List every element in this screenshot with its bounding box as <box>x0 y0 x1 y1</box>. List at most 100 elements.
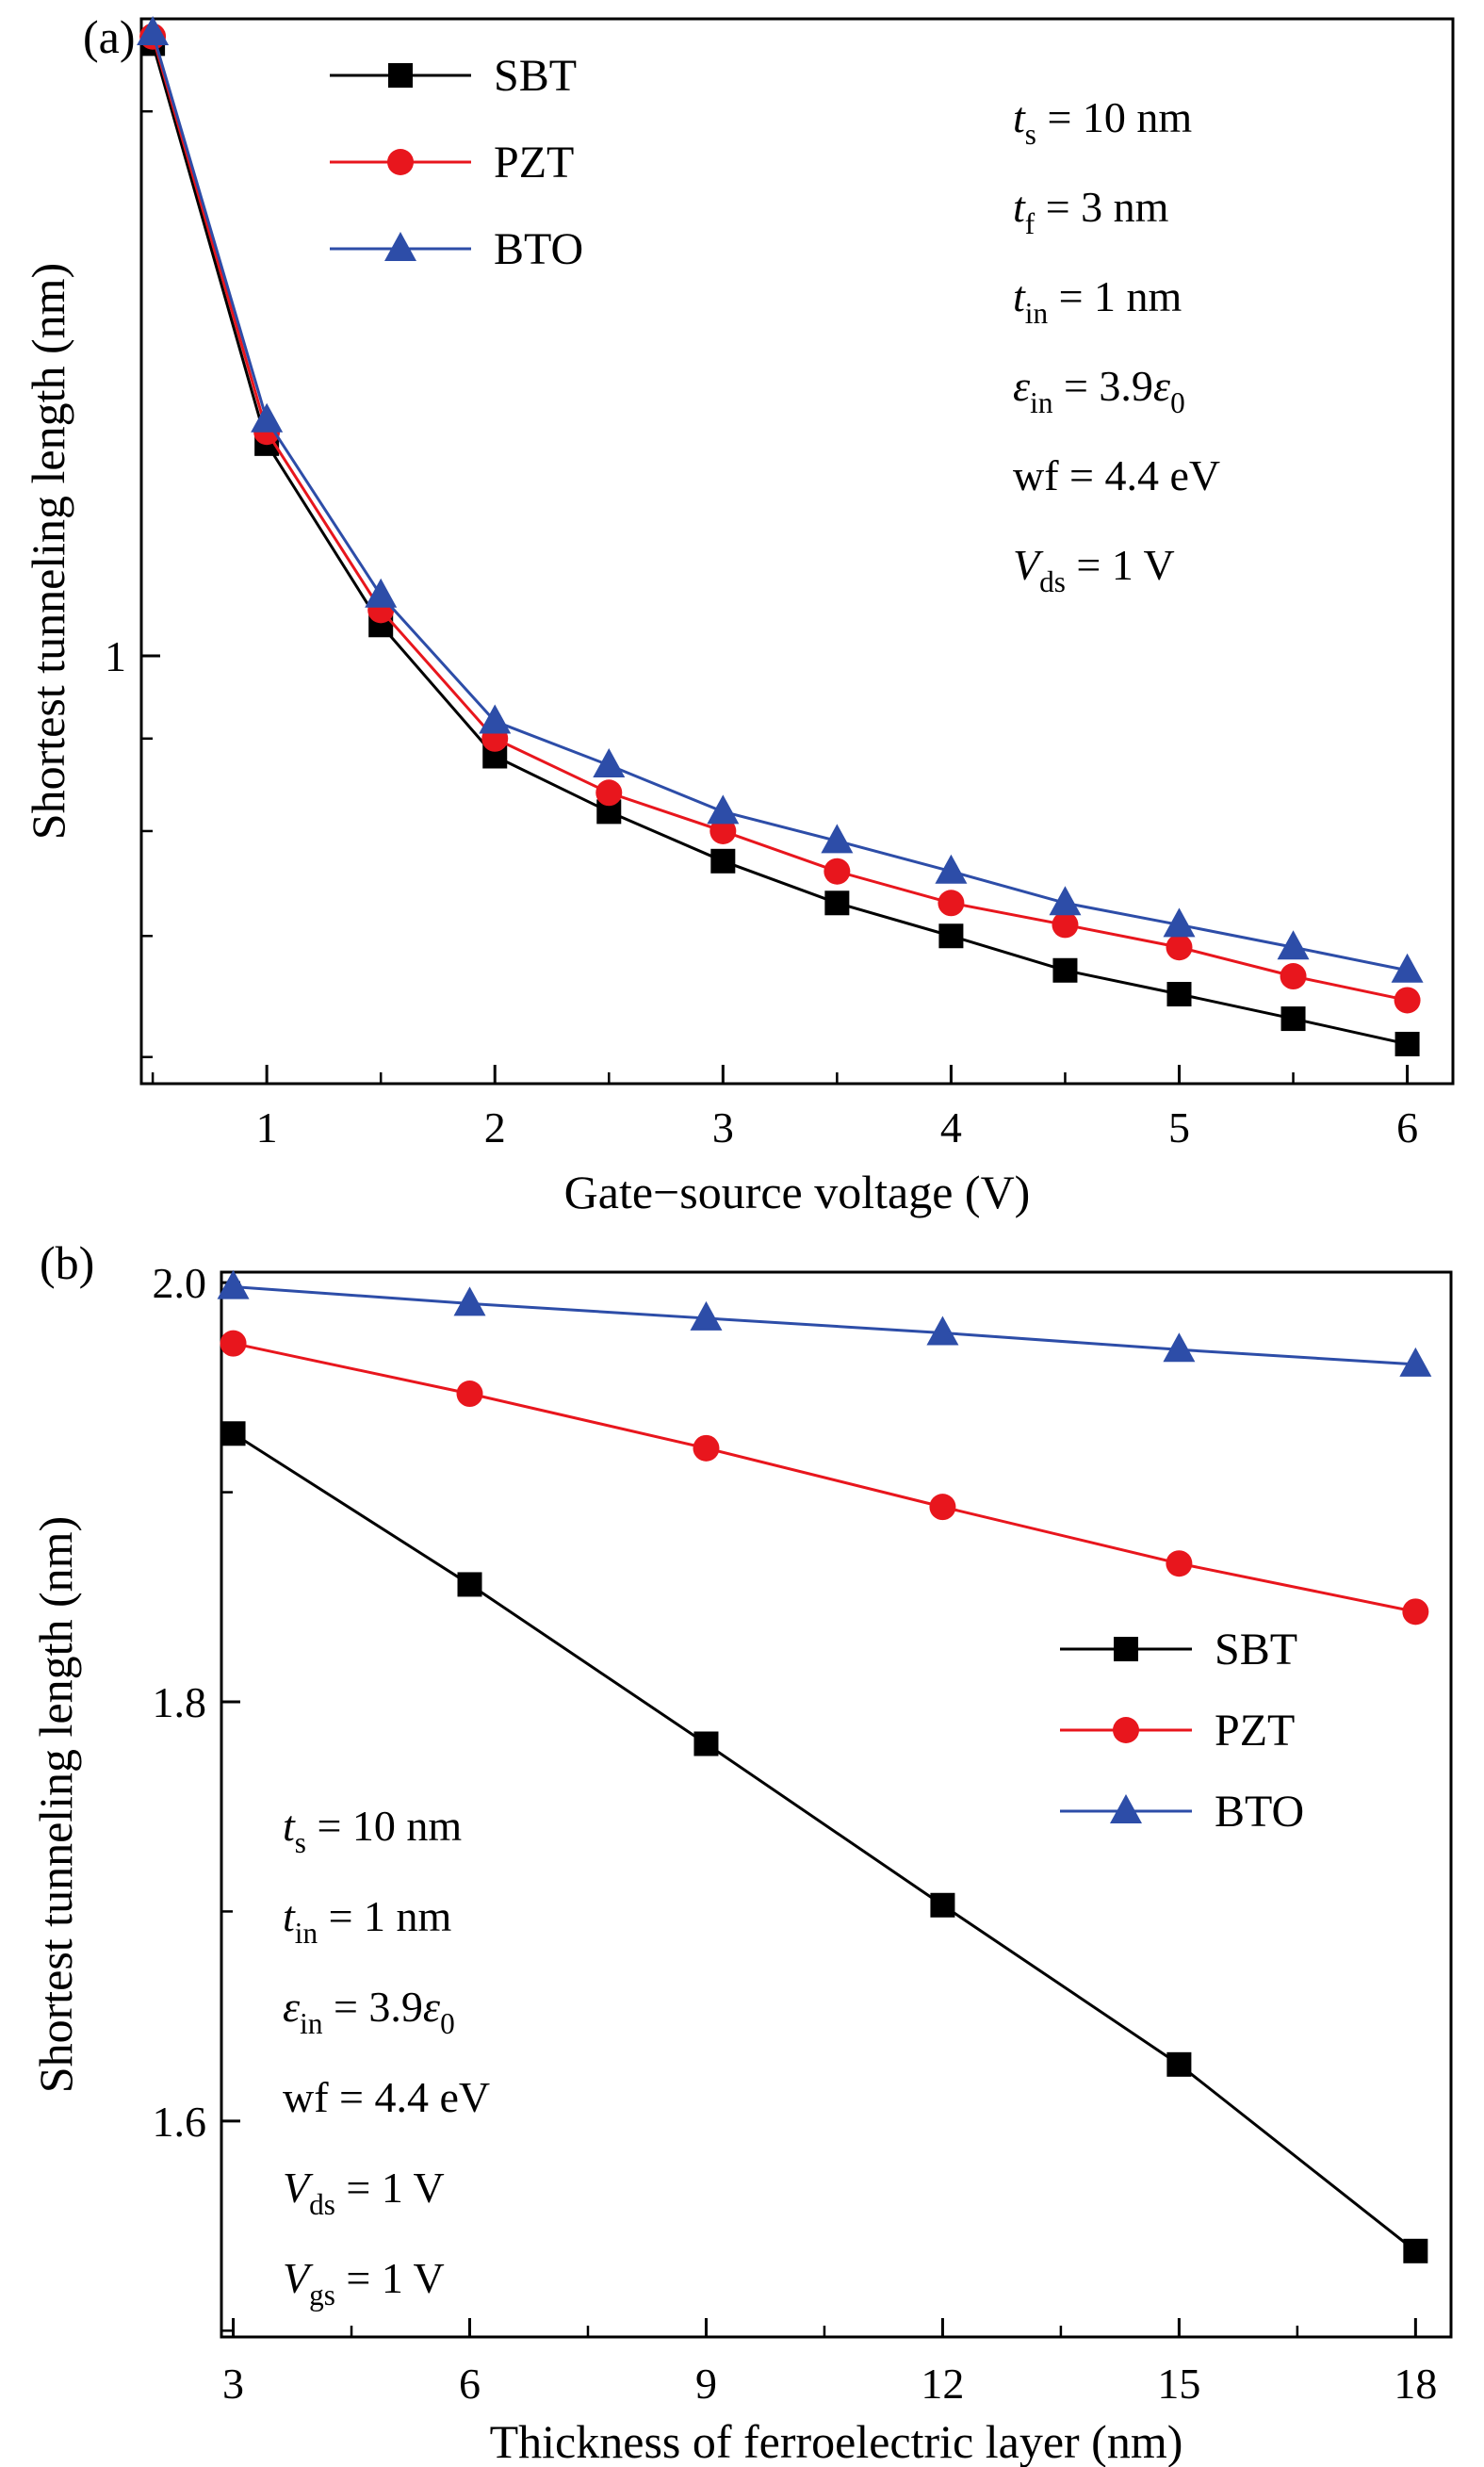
marker-triangle-icon <box>217 1269 250 1299</box>
marker-square-icon <box>824 890 850 916</box>
x-tick-label: 5 <box>1168 1103 1190 1152</box>
y-tick-label: 1.6 <box>153 2098 207 2146</box>
marker-triangle-icon <box>690 1300 723 1331</box>
marker-square-icon <box>457 1572 482 1597</box>
series-line-SBT <box>151 42 1408 1046</box>
marker-triangle-icon <box>1163 1332 1196 1363</box>
marker-square-icon <box>1394 1031 1420 1056</box>
marker-square-icon <box>930 1892 955 1918</box>
legend-item-PZT: PZT <box>330 138 574 188</box>
marker-triangle-icon <box>1110 1794 1142 1823</box>
legend-item-BTO: BTO <box>1060 1787 1304 1837</box>
plot-frame <box>220 1270 1453 2339</box>
marker-triangle-icon <box>1163 907 1196 938</box>
marker-circle-icon <box>387 149 414 175</box>
x-axis-title: Thickness of ferroelectric layer (nm) <box>490 2415 1183 2467</box>
x-tick-label: 4 <box>940 1103 962 1152</box>
x-tick-label: 9 <box>695 2360 717 2408</box>
series-BTO <box>137 15 1424 983</box>
legend-label: SBT <box>494 51 577 101</box>
marker-square-icon <box>1280 1006 1306 1032</box>
marker-square-icon <box>1052 957 1078 983</box>
marker-square-icon <box>710 848 736 874</box>
marker-circle-icon <box>1280 963 1307 990</box>
plot-frame <box>139 17 1455 1086</box>
legend-item-SBT: SBT <box>1060 1625 1297 1675</box>
y-axis-title: Shortest tunneling length (nm) <box>29 1516 82 2093</box>
series-SBT <box>220 1421 1428 2263</box>
legend-item-SBT: SBT <box>330 51 577 101</box>
marker-triangle-icon <box>479 704 512 734</box>
marker-circle-icon <box>456 1381 483 1408</box>
annotation-line: Vds = 1 V <box>1013 541 1175 598</box>
legend-label: SBT <box>1215 1625 1297 1675</box>
annotation-line: εin = 3.9ε0 <box>283 1983 455 2040</box>
marker-triangle-icon <box>365 578 398 608</box>
marker-circle-icon <box>220 1330 247 1357</box>
annotation-line: tin = 1 nm <box>283 1892 452 1950</box>
marker-triangle-icon <box>593 748 626 778</box>
marker-triangle-icon <box>251 402 284 433</box>
marker-square-icon <box>1114 1637 1138 1661</box>
marker-triangle-icon <box>384 232 416 261</box>
annotation-line: Vds = 1 V <box>283 2164 445 2221</box>
annotation-line: wf = 4.4 eV <box>1013 451 1220 499</box>
y-tick-label: 1.8 <box>153 1678 207 1726</box>
annotation-line: wf = 4.4 eV <box>283 2073 490 2121</box>
x-tick-label: 1 <box>256 1103 278 1152</box>
annotation-line: Vgs = 1 V <box>283 2254 445 2312</box>
x-tick-label: 18 <box>1394 2360 1437 2408</box>
series-line-PZT <box>151 36 1408 1002</box>
marker-triangle-icon <box>926 1315 959 1346</box>
marker-square-icon <box>388 63 413 88</box>
chart-b-canvas: 3 6 9 12 15 18 1.6 1.8 2.0 Thickness of ferroelec… <box>29 1259 1453 2467</box>
marker-circle-icon <box>1394 987 1421 1014</box>
marker-triangle-icon <box>1391 953 1424 983</box>
legend-item-PZT: PZT <box>1060 1706 1295 1756</box>
annotation-line: tf = 3 nm <box>1013 183 1169 240</box>
marker-circle-icon <box>929 1494 956 1521</box>
marker-triangle-icon <box>821 824 854 854</box>
series-line-BTO <box>151 32 1408 972</box>
panel-b-label: (b) <box>40 1236 95 1289</box>
marker-triangle-icon <box>707 794 740 825</box>
series-line-PZT <box>233 1342 1416 1613</box>
marker-triangle-icon <box>1399 1347 1432 1377</box>
marker-circle-icon <box>1166 1550 1193 1577</box>
x-tick-label: 6 <box>459 2360 481 2408</box>
legend-label: BTO <box>1215 1787 1304 1837</box>
x-axis-title: Gate−source voltage (V) <box>564 1166 1031 1218</box>
marker-circle-icon <box>1052 911 1079 939</box>
legend-label: PZT <box>1215 1706 1295 1756</box>
panel-a: (a) 1 2 3 4 5 6 1 Gate−source voltage (V) Shorte… <box>0 0 1484 1230</box>
legend-label: PZT <box>494 138 574 188</box>
series-line-BTO <box>233 1285 1416 1366</box>
annotation-line: tin = 1 nm <box>1013 272 1182 330</box>
marker-circle-icon <box>1166 934 1193 961</box>
marker-triangle-icon <box>935 854 968 884</box>
y-tick-label: 1 <box>105 632 126 680</box>
marker-circle-icon <box>824 858 851 885</box>
marker-triangle-icon <box>137 15 170 45</box>
series-PZT <box>220 1330 1429 1626</box>
marker-circle-icon <box>938 890 965 917</box>
x-tick-label: 12 <box>921 2360 964 2408</box>
y-tick-label: 2.0 <box>153 1259 207 1307</box>
chart-a-canvas: 1 2 3 4 5 6 1 Gate−source voltage (V) Shortest t… <box>22 15 1455 1218</box>
x-tick-label: 2 <box>484 1103 506 1152</box>
marker-circle-icon <box>1113 1717 1139 1743</box>
marker-square-icon <box>693 1731 719 1756</box>
series-BTO <box>217 1269 1432 1377</box>
y-axis-title: Shortest tunneling length (nm) <box>22 263 74 840</box>
x-tick-label: 3 <box>222 2360 244 2408</box>
marker-circle-icon <box>595 779 623 807</box>
marker-square-icon <box>1166 982 1192 1007</box>
x-tick-label: 3 <box>712 1103 734 1152</box>
marker-square-icon <box>220 1421 246 1446</box>
marker-square-icon <box>938 923 964 949</box>
annotation-line: ts = 10 nm <box>1013 93 1192 151</box>
legend-label: BTO <box>494 224 583 274</box>
annotation-line: ts = 10 nm <box>283 1802 462 1859</box>
series-line-SBT <box>232 1432 1417 2252</box>
